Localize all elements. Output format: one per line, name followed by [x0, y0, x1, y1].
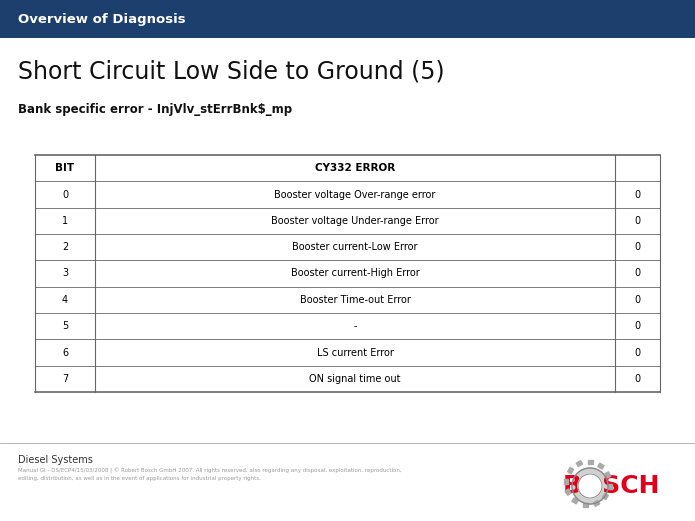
Text: Manual GI - DS/ECP4/15/03/2008 | © Robert Bosch GmbH 2007. All rights reserved, : Manual GI - DS/ECP4/15/03/2008 | © Rober… [18, 468, 402, 481]
Bar [576, 461, 582, 467]
Text: 3: 3 [62, 268, 68, 279]
Text: 1: 1 [62, 216, 68, 226]
Text: Overview of Diagnosis: Overview of Diagnosis [18, 13, 186, 26]
Text: ON signal time out: ON signal time out [309, 374, 401, 384]
Bar [565, 489, 571, 495]
Circle shape [572, 468, 608, 504]
Text: CY332 ERROR: CY332 ERROR [315, 163, 395, 173]
Text: 0: 0 [635, 348, 641, 357]
Bar [605, 472, 611, 478]
Text: BOSCH: BOSCH [562, 474, 660, 498]
Text: Diesel Systems: Diesel Systems [18, 455, 93, 465]
Bar [607, 483, 612, 489]
Text: 2: 2 [62, 242, 68, 252]
Text: Booster Time-out Error: Booster Time-out Error [300, 295, 411, 305]
Bar [0, 0, 695, 38]
Text: 0: 0 [635, 216, 641, 226]
Text: LS current Error: LS current Error [316, 348, 393, 357]
Text: 0: 0 [635, 268, 641, 279]
Bar [572, 498, 578, 504]
Text: 0: 0 [635, 190, 641, 200]
Text: 6: 6 [62, 348, 68, 357]
Circle shape [578, 474, 602, 498]
Text: 0: 0 [635, 242, 641, 252]
Text: -: - [353, 321, 357, 331]
Bar [603, 493, 608, 500]
Text: Booster voltage Over-range error: Booster voltage Over-range error [275, 190, 436, 200]
Text: 0: 0 [635, 374, 641, 384]
Bar [583, 503, 588, 507]
Bar [594, 500, 600, 506]
Text: Bank specific error - InjVlv_stErrBnk$_mp: Bank specific error - InjVlv_stErrBnk$_m… [18, 104, 292, 117]
Text: Booster current-Low Error: Booster current-Low Error [293, 242, 418, 252]
Bar [35, 155, 660, 392]
Bar [568, 467, 573, 474]
Text: 0: 0 [635, 321, 641, 331]
Bar [564, 478, 569, 483]
Text: Booster current-High Error: Booster current-High Error [291, 268, 419, 279]
Text: 0: 0 [62, 190, 68, 200]
Text: 4: 4 [62, 295, 68, 305]
Text: 0: 0 [635, 295, 641, 305]
Bar [598, 463, 604, 469]
Text: Short Circuit Low Side to Ground (5): Short Circuit Low Side to Ground (5) [18, 60, 445, 84]
Text: 7: 7 [62, 374, 68, 384]
Bar [588, 460, 593, 464]
Text: BIT: BIT [56, 163, 74, 173]
Text: Booster voltage Under-range Error: Booster voltage Under-range Error [271, 216, 439, 226]
Text: 5: 5 [62, 321, 68, 331]
